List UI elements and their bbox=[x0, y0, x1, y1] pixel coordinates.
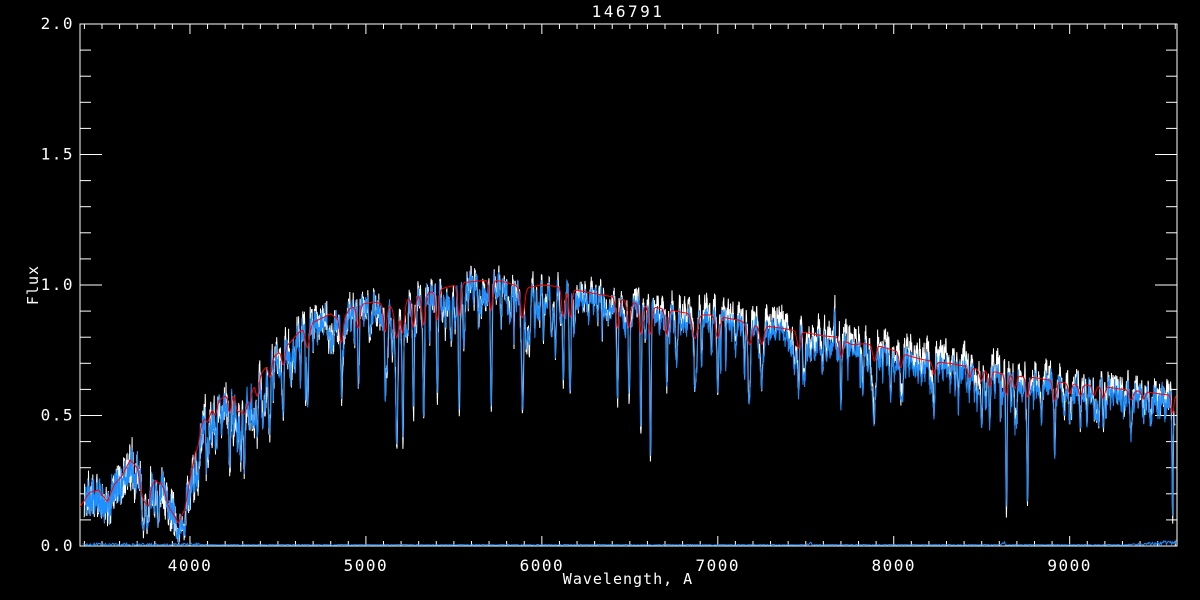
series-layer bbox=[80, 265, 1177, 546]
x-tick-label: 7000 bbox=[696, 556, 741, 575]
x-tick-label: 8000 bbox=[871, 556, 916, 575]
x-tick-label: 6000 bbox=[520, 556, 565, 575]
x-axis-label: Wavelength, A bbox=[563, 570, 693, 588]
x-tick-label: 9000 bbox=[1047, 556, 1092, 575]
error-spectrum-line bbox=[82, 539, 1177, 546]
x-tick-label: 4000 bbox=[168, 556, 213, 575]
y-tick-label: 0.5 bbox=[41, 406, 74, 425]
y-tick-label: 1.5 bbox=[41, 145, 74, 164]
blue-spectrum-line bbox=[84, 270, 1175, 543]
y-tick-label: 0.0 bbox=[41, 536, 74, 555]
y-axis-label: Flux bbox=[24, 265, 42, 305]
model-fit-line bbox=[80, 279, 1177, 525]
tick-labels: 4000 5000 6000 7000 8000 9000 0.0 0.5 1.0 1.5 2.0 bbox=[41, 14, 1092, 575]
y-tick-label: 2.0 bbox=[41, 14, 74, 33]
y-tick-label: 1.0 bbox=[41, 275, 74, 294]
x-tick-label: 5000 bbox=[344, 556, 389, 575]
plot-title: 146791 bbox=[592, 2, 665, 21]
